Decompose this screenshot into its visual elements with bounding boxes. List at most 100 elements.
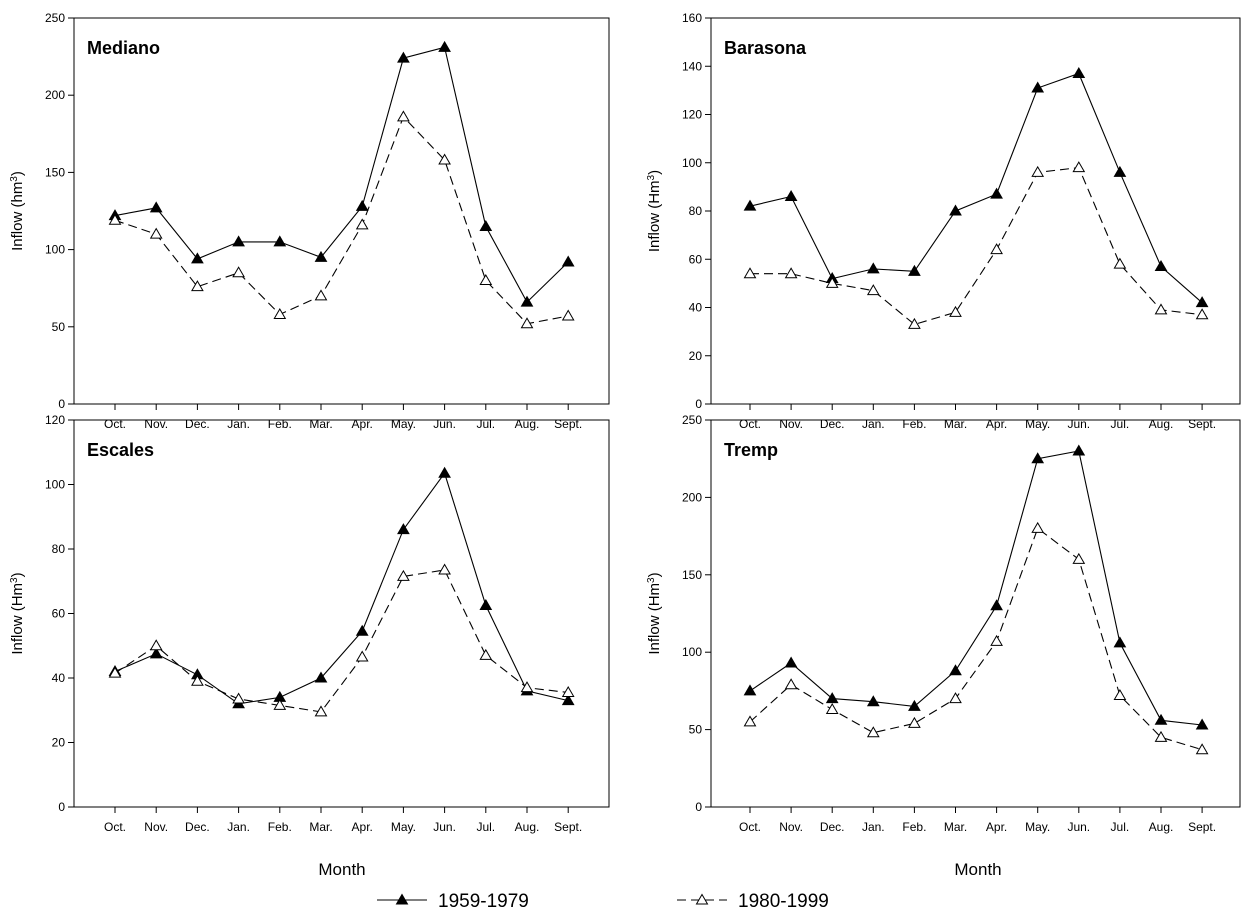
x-tick-label: Oct. bbox=[739, 417, 761, 431]
data-point-open-triangle bbox=[1113, 689, 1127, 701]
x-tick-label: Oct. bbox=[739, 820, 761, 834]
data-point-open-triangle bbox=[479, 648, 493, 660]
data-point-open-triangle bbox=[273, 698, 287, 710]
data-point-open-triangle bbox=[1195, 743, 1209, 755]
legend-label-series-1: 1959-1979 bbox=[438, 891, 529, 912]
y-tick-label: 250 bbox=[682, 413, 702, 427]
x-tick-label: Dec. bbox=[185, 820, 210, 834]
data-point-filled-triangle bbox=[479, 219, 493, 231]
x-axis-title-left: Month bbox=[318, 860, 365, 879]
data-point-filled-triangle bbox=[866, 695, 880, 707]
y-tick-label: 160 bbox=[682, 11, 702, 25]
data-point-open-triangle bbox=[397, 110, 410, 122]
data-point-open-triangle bbox=[1031, 521, 1045, 533]
x-tick-label: Aug. bbox=[1149, 417, 1174, 431]
x-tick-label: Jul. bbox=[476, 417, 495, 431]
data-point-filled-triangle bbox=[1154, 259, 1168, 271]
data-point-filled-triangle bbox=[866, 262, 880, 274]
data-point-open-triangle bbox=[990, 243, 1003, 255]
x-tick-label: Aug. bbox=[515, 417, 540, 431]
data-point-open-triangle bbox=[232, 692, 245, 704]
data-point-filled-triangle bbox=[1031, 452, 1045, 464]
data-point-open-triangle bbox=[314, 705, 328, 717]
data-point-open-triangle bbox=[438, 563, 451, 575]
data-point-open-triangle bbox=[355, 218, 369, 230]
data-point-filled-triangle bbox=[990, 599, 1003, 611]
data-point-filled-triangle bbox=[1113, 636, 1127, 648]
y-tick-label: 0 bbox=[58, 800, 65, 814]
series-line-2 bbox=[114, 115, 569, 325]
y-axis-label: Inflow (Hm3) bbox=[646, 572, 664, 654]
data-point-open-triangle bbox=[949, 305, 962, 317]
data-point-open-triangle bbox=[191, 674, 204, 686]
data-point-open-triangle bbox=[1154, 303, 1168, 315]
data-point-open-triangle bbox=[397, 569, 410, 581]
x-tick-label: Jan. bbox=[862, 820, 885, 834]
data-point-open-triangle bbox=[1195, 308, 1209, 320]
y-tick-label: 200 bbox=[682, 490, 702, 504]
data-point-open-triangle bbox=[520, 317, 534, 329]
data-point-filled-triangle bbox=[561, 255, 575, 267]
data-point-filled-triangle bbox=[1072, 66, 1086, 78]
x-tick-label: Jan. bbox=[862, 417, 885, 431]
x-tick-label: Mar. bbox=[944, 417, 967, 431]
y-tick-label: 150 bbox=[682, 568, 702, 582]
y-tick-label: 20 bbox=[689, 349, 703, 363]
panel-title: Barasona bbox=[724, 38, 807, 58]
x-tick-label: May. bbox=[391, 417, 416, 431]
x-tick-label: Jun. bbox=[1067, 417, 1090, 431]
x-tick-label: Dec. bbox=[185, 417, 210, 431]
y-axis-label: Inflow (Hm3) bbox=[9, 572, 27, 654]
data-point-open-triangle bbox=[108, 213, 122, 225]
data-point-open-triangle bbox=[520, 681, 534, 693]
data-point-filled-triangle bbox=[784, 190, 798, 202]
x-tick-label: Apr. bbox=[986, 820, 1007, 834]
y-tick-label: 100 bbox=[45, 243, 65, 257]
x-axis-title-right: Month bbox=[954, 860, 1001, 879]
data-point-filled-triangle bbox=[397, 523, 410, 535]
data-point-filled-triangle bbox=[438, 466, 451, 478]
chart-panel-2: 0 20 40 60 80 100 120 140 160 Oct. Nov. Dec. Jan. Feb… bbox=[646, 11, 1241, 431]
data-point-filled-triangle bbox=[397, 51, 410, 63]
data-point-filled-triangle bbox=[314, 250, 328, 262]
data-point-filled-triangle bbox=[191, 252, 204, 264]
legend-marker-open-triangle-icon bbox=[695, 893, 709, 905]
x-tick-label: Nov. bbox=[144, 417, 168, 431]
series-line-2 bbox=[749, 527, 1203, 751]
y-tick-label: 20 bbox=[52, 736, 66, 750]
series-line-1 bbox=[114, 471, 569, 705]
data-point-filled-triangle bbox=[355, 199, 369, 211]
data-point-filled-triangle bbox=[825, 692, 839, 704]
y-tick-label: 80 bbox=[689, 204, 703, 218]
panel-title: Mediano bbox=[87, 38, 160, 58]
data-point-open-triangle bbox=[866, 726, 880, 738]
data-point-open-triangle bbox=[561, 686, 575, 698]
data-point-filled-triangle bbox=[314, 671, 328, 683]
data-point-filled-triangle bbox=[990, 187, 1003, 199]
data-point-filled-triangle bbox=[743, 684, 757, 696]
x-tick-label: Sept. bbox=[1188, 417, 1216, 431]
y-tick-label: 100 bbox=[682, 156, 702, 170]
plot-frame bbox=[73, 419, 610, 808]
data-point-open-triangle bbox=[1031, 165, 1045, 177]
data-point-open-triangle bbox=[825, 276, 839, 288]
data-point-filled-triangle bbox=[479, 598, 493, 610]
data-point-filled-triangle bbox=[743, 199, 757, 211]
x-tick-label: Nov. bbox=[779, 417, 803, 431]
data-point-filled-triangle bbox=[438, 40, 451, 52]
data-point-open-triangle bbox=[743, 715, 757, 727]
x-tick-label: Oct. bbox=[104, 820, 126, 834]
series-line-1 bbox=[749, 450, 1203, 726]
x-tick-label: Feb. bbox=[268, 820, 292, 834]
x-tick-label: Apr. bbox=[986, 417, 1007, 431]
data-point-filled-triangle bbox=[784, 656, 798, 668]
legend: 1959-1979 1980-1999 bbox=[377, 891, 829, 912]
data-point-open-triangle bbox=[784, 678, 798, 690]
data-point-open-triangle bbox=[743, 267, 757, 279]
y-tick-label: 250 bbox=[45, 11, 65, 25]
y-axis-label: Inflow (Hm3) bbox=[646, 170, 664, 252]
y-tick-label: 40 bbox=[52, 671, 66, 685]
x-tick-label: Feb. bbox=[902, 820, 926, 834]
data-point-filled-triangle bbox=[355, 624, 369, 636]
